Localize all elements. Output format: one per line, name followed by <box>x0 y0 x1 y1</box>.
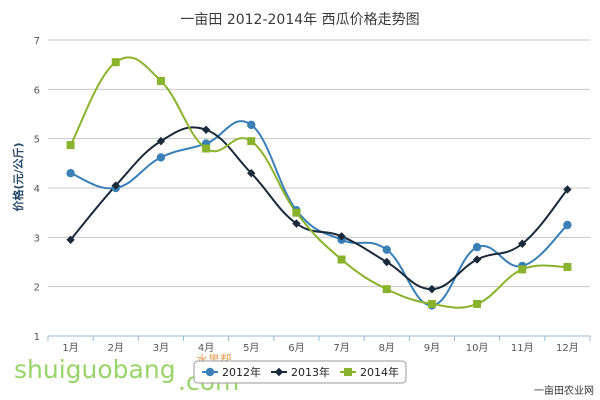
data-point-series-2 <box>292 208 301 217</box>
data-point-series-2 <box>473 299 482 308</box>
data-point-series-1 <box>563 185 572 194</box>
series-lines <box>69 56 569 309</box>
x-tick-label: 7月 <box>333 342 349 354</box>
x-tick-label: 12月 <box>556 342 579 354</box>
y-tick-label: 7 <box>34 36 40 47</box>
data-point-series-1 <box>111 181 120 190</box>
data-point-series-1 <box>292 219 301 228</box>
data-point-series-1 <box>201 125 211 134</box>
x-tick-label: 5月 <box>243 342 259 354</box>
data-point-series-1 <box>66 235 75 244</box>
series-markers <box>66 58 572 310</box>
x-tick-label: 2月 <box>108 342 124 354</box>
data-point-series-2 <box>202 144 211 153</box>
data-point-series-0 <box>156 153 166 162</box>
data-point-series-1 <box>247 169 256 178</box>
legend-swatch-marker <box>274 367 284 377</box>
legend-box <box>193 360 407 384</box>
data-point-series-2 <box>563 262 572 271</box>
x-tick-label: 11月 <box>511 342 534 354</box>
data-point-series-0 <box>247 120 256 130</box>
x-tick-label: 1月 <box>62 342 78 354</box>
data-point-series-0 <box>66 169 75 178</box>
watermark-text: shuiguobang <box>14 355 176 384</box>
series-line-2 <box>69 56 568 309</box>
y-tick-label: 6 <box>34 85 40 96</box>
data-point-series-1 <box>156 136 166 146</box>
axes: 1 2 3 4 5 6 7 1月 2月 3月 4月 5月 6月 7月 8月 9月 10月 11月 12月 <box>34 36 591 354</box>
y-tick-label: 3 <box>34 233 40 244</box>
y-tick-label: 1 <box>34 332 40 343</box>
chart-title: 一亩田 2012-2014年 西瓜价格走势图 <box>180 11 419 28</box>
legend-swatch-marker <box>344 368 352 376</box>
legend-label: 2013年 <box>291 365 330 379</box>
x-tick-label: 10月 <box>466 342 489 354</box>
x-tick-label: 4月 <box>198 342 214 354</box>
data-point-series-2 <box>156 76 165 85</box>
x-tick-label: 6月 <box>288 342 304 354</box>
y-tick-label: 5 <box>34 135 40 146</box>
data-point-series-2 <box>247 137 256 146</box>
y-tick-label: 4 <box>34 184 40 195</box>
data-point-series-2 <box>66 141 75 150</box>
data-point-series-1 <box>382 257 391 267</box>
legend-label: 2014年 <box>360 365 399 379</box>
series-line-1 <box>69 126 569 291</box>
gridlines <box>48 39 590 288</box>
x-tick-label: 8月 <box>379 342 395 354</box>
legend-label: 2012年 <box>222 365 261 379</box>
data-point-series-2 <box>427 299 436 308</box>
y-tick-label: 2 <box>34 283 40 294</box>
data-point-series-0 <box>563 220 572 230</box>
legend-swatch-marker <box>205 367 215 377</box>
data-point-series-2 <box>382 285 391 294</box>
data-point-series-1 <box>337 232 346 241</box>
data-point-series-2 <box>337 255 346 264</box>
data-point-series-2 <box>111 58 120 67</box>
data-point-series-0 <box>382 245 391 254</box>
x-tick-label: 3月 <box>153 342 169 354</box>
y-axis-label: 价格(元/公斤) <box>11 142 25 211</box>
data-point-series-1 <box>427 284 437 294</box>
data-point-series-2 <box>518 265 527 274</box>
data-point-series-0 <box>472 243 482 252</box>
x-tick-label: 9月 <box>424 342 440 354</box>
data-point-series-1 <box>518 239 527 248</box>
credit-text: 一亩田农业网 <box>534 384 594 397</box>
legend: 2012年 2013年 2014年 <box>193 360 407 384</box>
series-line-0 <box>70 120 569 307</box>
data-point-series-1 <box>472 255 482 264</box>
